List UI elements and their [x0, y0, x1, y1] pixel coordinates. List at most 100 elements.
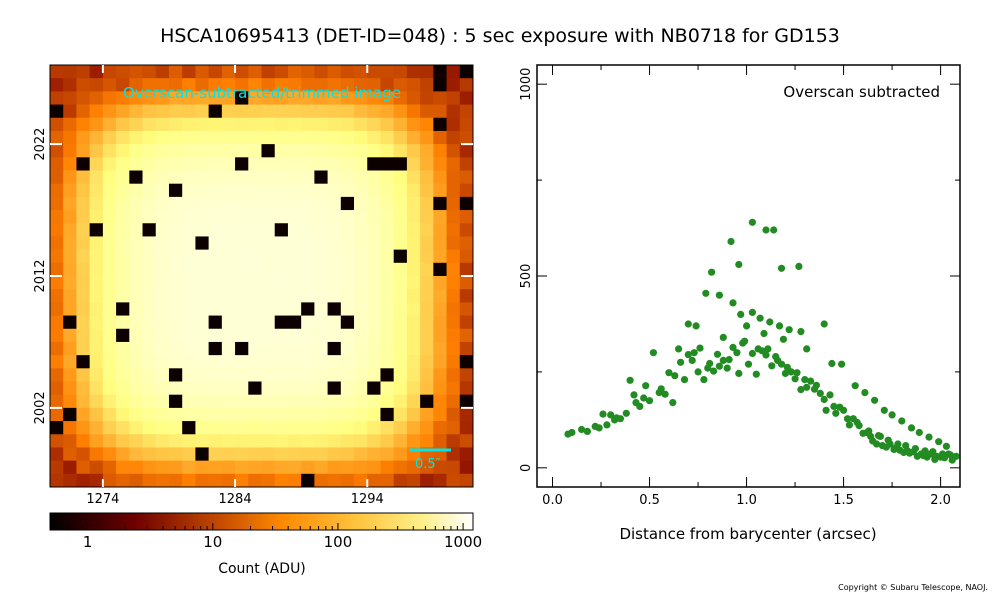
image-pixel [380, 368, 395, 382]
image-pixel [327, 91, 342, 105]
image-pixel [380, 196, 395, 211]
image-pixel [235, 78, 249, 92]
image-pixel [168, 78, 183, 92]
scatter-point [677, 358, 685, 366]
scatter-point [768, 362, 776, 370]
image-pixel [406, 394, 421, 409]
image-pixel [221, 434, 236, 448]
image-pixel [89, 196, 104, 211]
image-pixel [393, 249, 408, 264]
scatter-point [826, 391, 834, 399]
image-pixel [354, 381, 368, 396]
image-pixel [129, 236, 143, 251]
image-pixel [459, 78, 474, 92]
image-pixel [208, 328, 223, 343]
image-pixel [102, 78, 117, 92]
image-pixel [63, 394, 77, 409]
image-pixel [327, 262, 342, 277]
scatter-point [871, 396, 879, 404]
image-pixel [182, 236, 196, 251]
image-pixel [50, 249, 64, 264]
image-pixel [248, 223, 262, 237]
image-pixel [50, 315, 64, 330]
image-pixel [129, 473, 143, 488]
image-pixel [208, 421, 223, 435]
image-pixel [314, 91, 328, 105]
scatter-point [884, 436, 892, 444]
scatter-point [762, 351, 770, 359]
image-pixel [340, 78, 355, 92]
image-pixel [393, 157, 408, 171]
image-pixel [102, 473, 117, 488]
image-pixel [155, 302, 170, 316]
image-pixel [195, 157, 210, 171]
image-pixel [261, 170, 276, 185]
image-pixel [129, 104, 143, 119]
image-pixel [393, 144, 408, 158]
image-pixel [155, 117, 170, 132]
image-pixel [168, 341, 183, 356]
image-pixel [248, 78, 262, 92]
scatter-point [832, 409, 840, 417]
image-pixel [248, 341, 262, 356]
image-pixel [142, 104, 157, 119]
image-pixel [314, 183, 328, 198]
image-pixel [314, 117, 328, 132]
image-pixel [459, 421, 474, 435]
image-pixel [195, 183, 210, 198]
image-pixel [102, 196, 117, 211]
image-pixel [50, 78, 64, 92]
image-pixel [142, 289, 157, 303]
image-pixel [63, 355, 77, 369]
image-pixel [221, 341, 236, 356]
image-pixel [446, 407, 461, 422]
image-pixel [76, 91, 91, 105]
image-pixel [208, 104, 223, 119]
image-pixel [221, 460, 236, 475]
scatter-point [675, 345, 683, 353]
image-pixel [50, 130, 64, 145]
image-pixel [287, 368, 302, 382]
image-pixel [327, 328, 342, 343]
image-pixel [459, 104, 474, 119]
image-pixel [248, 236, 262, 251]
scatter-point [743, 322, 751, 330]
image-pixel [446, 473, 461, 488]
image-pixel [367, 249, 381, 264]
image-pixel [102, 328, 117, 343]
image-pixel [459, 262, 474, 277]
image-pixel [274, 144, 289, 158]
image-pixel [301, 144, 315, 158]
image-pixel [76, 262, 91, 277]
image-pixel [420, 368, 434, 382]
image-pixel [129, 460, 143, 475]
image-pixel [182, 91, 196, 105]
image-pixel [367, 104, 381, 119]
image-pixel [340, 223, 355, 237]
image-pixel [287, 65, 302, 79]
image-pixel [340, 144, 355, 158]
image-pixel [195, 91, 210, 105]
scatter-point [791, 375, 799, 383]
image-pixel [406, 262, 421, 277]
image-pixel [102, 394, 117, 409]
colorbar: 1 10 100 1000 Count (ADU) [49, 512, 482, 577]
image-pixel [195, 407, 210, 422]
scatter-point [938, 450, 947, 458]
image-pixel [459, 276, 474, 290]
scatter-annotation: Overscan subtracted [783, 83, 940, 101]
scatter-point [775, 322, 784, 330]
image-pixel [261, 249, 276, 264]
image-pixel [195, 447, 210, 462]
image-pixel [142, 78, 157, 92]
image-pixel [340, 473, 355, 488]
image-pixel [261, 223, 276, 237]
image-pixel [274, 381, 289, 396]
scatter-point [649, 349, 658, 357]
image-pixel [354, 210, 368, 224]
image-pixel [63, 315, 77, 330]
image-pixel [393, 130, 408, 145]
scatter-point [748, 308, 757, 316]
scatter-point [727, 237, 735, 246]
image-pixel [340, 447, 355, 462]
